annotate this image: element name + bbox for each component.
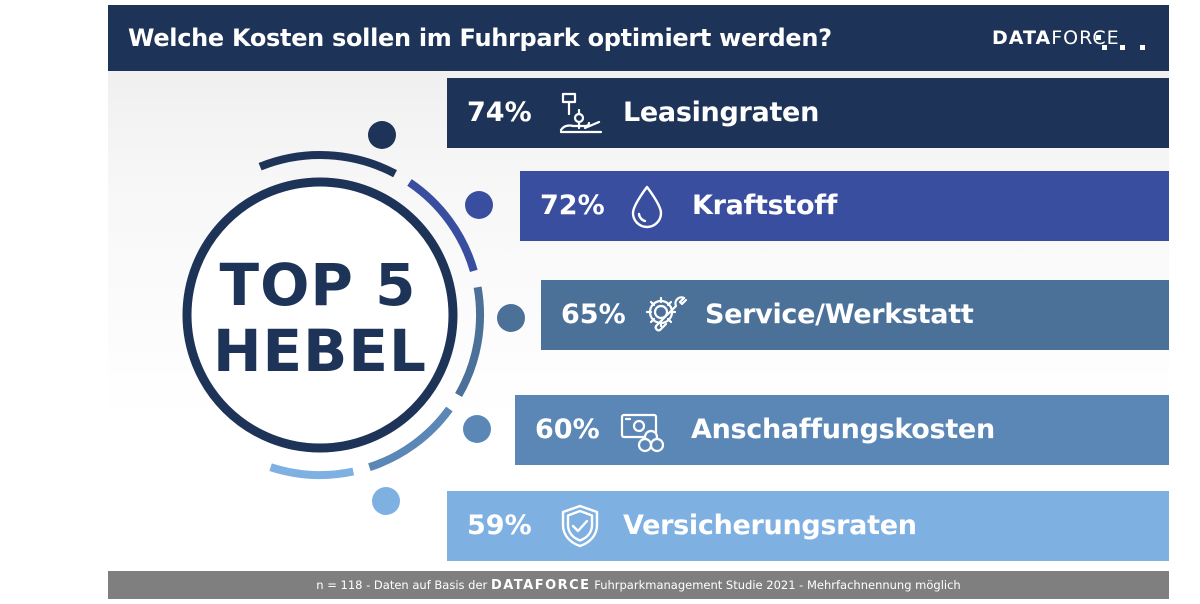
badge-line-1: TOP 5 bbox=[220, 251, 417, 319]
badge-arc-1 bbox=[258, 151, 397, 178]
bar-value-label: 72% bbox=[540, 190, 605, 221]
logo-dots-icon bbox=[1096, 35, 1145, 50]
bar-category-label: Versicherungsraten bbox=[623, 510, 917, 541]
bar-kraftstoff: 72% Kraftstoff bbox=[520, 171, 1169, 241]
gear-wrench-icon bbox=[645, 296, 688, 332]
bar-value-label: 65% bbox=[561, 299, 626, 330]
badge-dot-4 bbox=[463, 415, 491, 443]
badge-arcs bbox=[258, 151, 485, 479]
bar-versicherungsraten: 59% Versicherungsraten bbox=[447, 491, 1169, 561]
logo-text-light: FORCE bbox=[1051, 27, 1120, 49]
header-banner: Welche Kosten sollen im Fuhrpark optimie… bbox=[108, 5, 1169, 71]
badge-arc-2 bbox=[407, 179, 478, 273]
footer-brand: DATAFORCE bbox=[490, 578, 591, 593]
badge-ring bbox=[182, 177, 458, 453]
badge-dot-5 bbox=[372, 487, 400, 515]
badge-dot-2 bbox=[465, 191, 493, 219]
bar-category-label: Service/Werkstatt bbox=[705, 299, 974, 330]
bar-value-label: 60% bbox=[535, 414, 600, 445]
bar-leasingraten: 74% Leasingraten bbox=[447, 78, 1169, 148]
badge-dot-3 bbox=[497, 304, 525, 332]
footer-suffix: Fuhrparkmanagement Studie 2021 - Mehrfac… bbox=[590, 578, 961, 592]
bar-service-werkstatt: 65% Service/Werkstatt bbox=[541, 280, 1169, 350]
bar-value-label: 59% bbox=[467, 510, 532, 541]
badge-dot-1 bbox=[368, 121, 396, 149]
bar-category-label: Anschaffungskosten bbox=[691, 414, 995, 445]
bar-category-label: Leasingraten bbox=[623, 97, 819, 128]
shield-check-icon bbox=[561, 504, 599, 548]
top5-badge: TOP 5 HEBEL bbox=[182, 121, 525, 515]
dataforce-logo: DATAFORCE bbox=[992, 5, 1162, 71]
badge-line-2: HEBEL bbox=[213, 317, 427, 385]
badge-arc-3 bbox=[455, 286, 485, 397]
bar-value-label: 74% bbox=[467, 97, 532, 128]
logo-text-bold: DATA bbox=[992, 27, 1052, 49]
bar-anschaffungskosten: 60% Anschaffungskosten bbox=[515, 395, 1169, 465]
hand-key-icon bbox=[559, 92, 603, 134]
badge-arc-4 bbox=[368, 406, 453, 472]
infographic: Welche Kosten sollen im Fuhrpark optimie… bbox=[108, 5, 1169, 599]
money-coins-icon bbox=[620, 413, 665, 453]
bar-category-label: Kraftstoff bbox=[692, 190, 838, 221]
logo-text: DATAFORCE bbox=[992, 5, 1120, 71]
footer-note: n = 118 - Daten auf Basis der DATAFORCE … bbox=[108, 571, 1169, 599]
badge-arc-5 bbox=[269, 463, 355, 479]
footer-prefix: n = 118 - Daten auf Basis der bbox=[316, 578, 491, 592]
fuel-drop-icon bbox=[631, 185, 663, 229]
page-title: Welche Kosten sollen im Fuhrpark optimie… bbox=[128, 24, 832, 52]
